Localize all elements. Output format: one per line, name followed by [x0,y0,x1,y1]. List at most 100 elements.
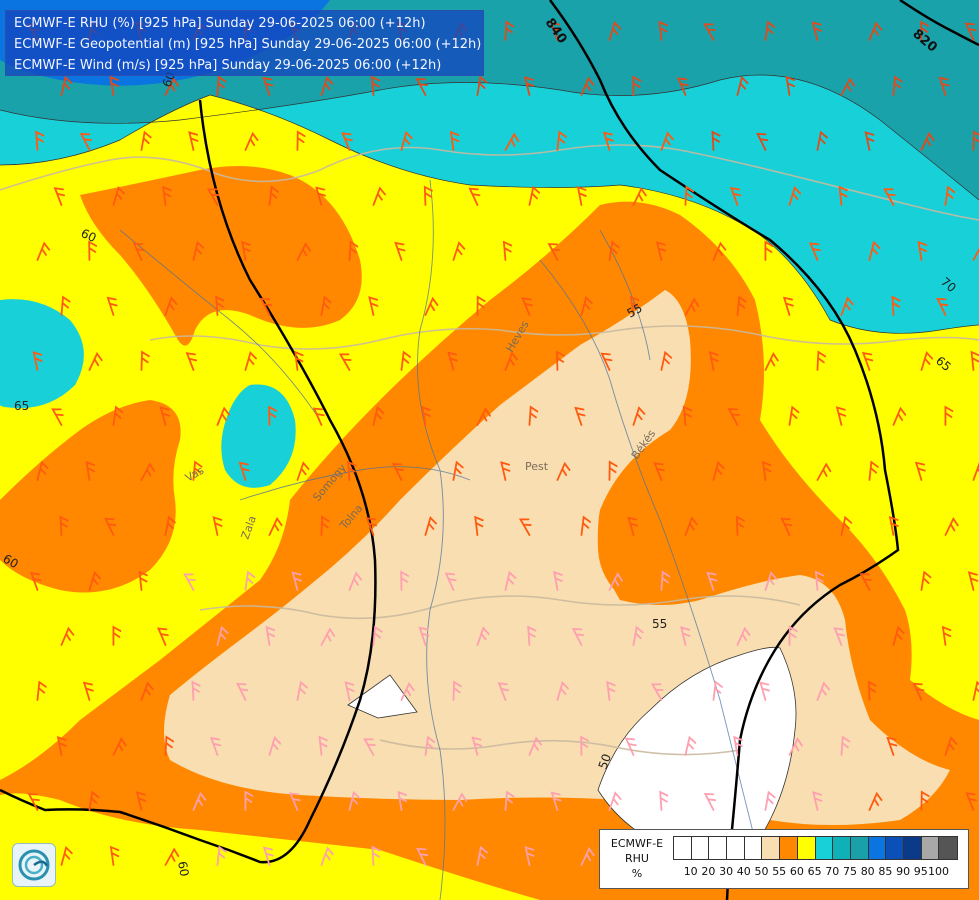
wind-barb-icon [524,846,535,866]
wind-barb-icon [371,845,381,866]
wind-barb-icon [106,296,118,316]
wind-barb-icon [192,240,205,261]
wind-barb-icon [706,571,718,591]
legend-swatch [815,837,834,859]
wind-barb-icon [191,680,201,701]
wind-barb-icon [164,77,179,96]
wind-barb-icon [416,847,429,866]
wind-barb-icon [424,296,439,316]
wind-barb-icon [215,295,225,316]
legend-tick: 60 [789,865,804,878]
wind-barb-icon [372,625,383,646]
wind-barb-icon [421,405,431,426]
wind-barb-icon [88,790,100,811]
wind-barb-icon [736,626,751,646]
wind-barb-icon [497,682,510,701]
wind-barb-icon [400,130,413,151]
wind-barb-icon [244,350,257,371]
wind-barb-icon [365,517,378,536]
wind-barb-icon [156,627,169,646]
wind-barb-icon [320,515,330,536]
wind-barb-icon [476,845,488,866]
legend-tick: 90 [896,865,911,878]
wind-barb-icon [449,130,460,151]
wind-barb-icon [684,516,698,536]
map-title-box: ECMWF-E RHU (%) [925 hPa] Sunday 29-06-2… [5,10,484,76]
legend-swatch [868,837,887,859]
wind-barb-icon [476,407,491,426]
rhu-contour-labels: 60 60 65 60 55 55 70 65 50 60 [1,70,959,878]
wind-barb-icon [400,681,415,701]
wind-barb-icon [736,295,747,316]
wind-barb-icon [521,297,533,316]
wind-barb-icon [35,130,45,151]
wind-barb-icon [241,240,251,261]
wind-barb-icon [372,186,386,206]
wind-barb-icon [972,680,979,701]
wind-barb-icon [56,735,67,756]
wind-barb-icon [244,131,259,151]
wind-barb-icon [660,350,673,371]
wind-barb-icon [712,241,727,261]
wind-barb-icon [288,792,301,811]
wind-barb-icon [785,75,796,96]
wind-barb-icon [608,460,618,481]
rhu-label: 65 [14,399,29,413]
legend-swatch [850,837,869,859]
wind-barb-icon [608,21,622,41]
ecmwf-logo-icon [12,843,56,887]
rhu-label: 55 [652,617,667,631]
wind-barb-icon [528,736,543,756]
wind-barb-icon [608,240,620,261]
wind-barb-icon [527,625,537,646]
wind-barb-icon [660,570,671,591]
wind-barb-icon [972,242,979,261]
wind-barb-icon [502,240,513,261]
wind-barb-icon [320,295,332,316]
wind-barb-icon [761,460,772,481]
rhu-label: 60 [79,226,99,245]
wind-barb-icon [320,76,334,96]
wind-barb-icon [79,132,93,151]
wind-barb-icon [936,297,949,316]
wind-barb-icon [920,20,930,41]
wind-barbs [26,20,979,866]
wind-barb-icon [474,515,484,536]
legend-tick: 30 [719,865,734,878]
wind-barb-icon [372,405,385,426]
wind-barb-icon [209,736,222,756]
title-line-wind: ECMWF-E Wind (m/s) [925 hPa] Sunday 29-0… [14,58,442,73]
legend-swatch [903,837,922,859]
wind-barb-icon [680,626,691,646]
wind-barb-icon [727,408,740,426]
legend-tick: 50 [754,865,769,878]
wind-barb-icon [320,846,334,866]
wind-barb-icon [60,845,73,866]
wind-barb-icon [868,21,883,41]
wind-barb-icon [653,462,665,481]
wind-barb-icon [418,626,430,646]
wind-barb-icon [59,515,69,536]
wind-barb-icon [504,132,520,151]
wind-barb-icon [868,240,881,261]
wind-barb-icon [32,351,43,371]
wind-barb-icon [764,240,774,261]
wind-barb-icon [36,680,47,701]
wind-barb-icon [920,131,935,151]
wind-barb-icon [135,791,147,811]
legend-tick: 10 [683,865,698,878]
legend-swatch [709,837,728,859]
wind-barb-icon [236,682,249,701]
wind-barb-icon [764,571,778,591]
legend-swatch [886,837,904,859]
legend-title-line: ECMWF-E [610,837,664,850]
wind-barb-icon [363,738,376,756]
legend-swatch [921,837,940,859]
wind-barb-icon [109,845,120,866]
wind-barb-icon [238,461,250,481]
wind-barb-icon [140,681,154,701]
wind-barb-icon [816,130,828,151]
wind-barb-icon [892,406,907,426]
wind-barb-icon [967,571,979,591]
